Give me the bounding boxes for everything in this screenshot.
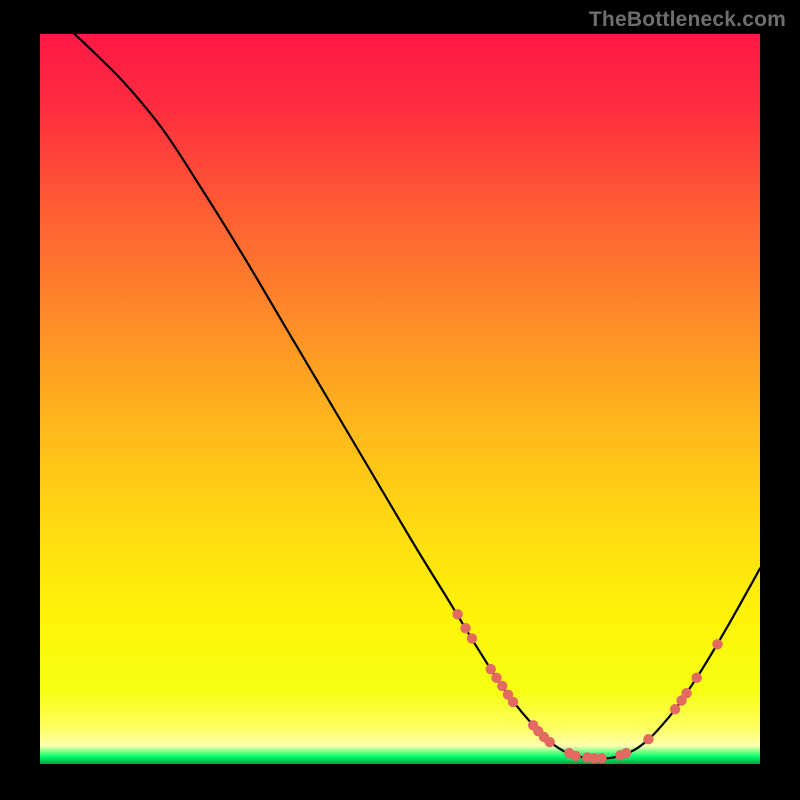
data-marker	[486, 664, 496, 674]
data-marker	[712, 639, 722, 649]
data-marker	[497, 681, 507, 691]
chart-svg	[0, 0, 800, 800]
data-marker	[596, 753, 606, 763]
data-marker	[691, 673, 701, 683]
data-marker	[621, 748, 631, 758]
data-marker	[460, 623, 470, 633]
data-marker	[670, 704, 680, 714]
data-marker	[452, 609, 462, 619]
plot-background	[40, 34, 760, 764]
data-marker	[508, 697, 518, 707]
chart-container: TheBottleneck.com	[0, 0, 800, 800]
data-marker	[570, 751, 580, 761]
data-marker	[545, 737, 555, 747]
data-marker	[467, 633, 477, 643]
data-marker	[643, 734, 653, 744]
data-marker	[681, 688, 691, 698]
